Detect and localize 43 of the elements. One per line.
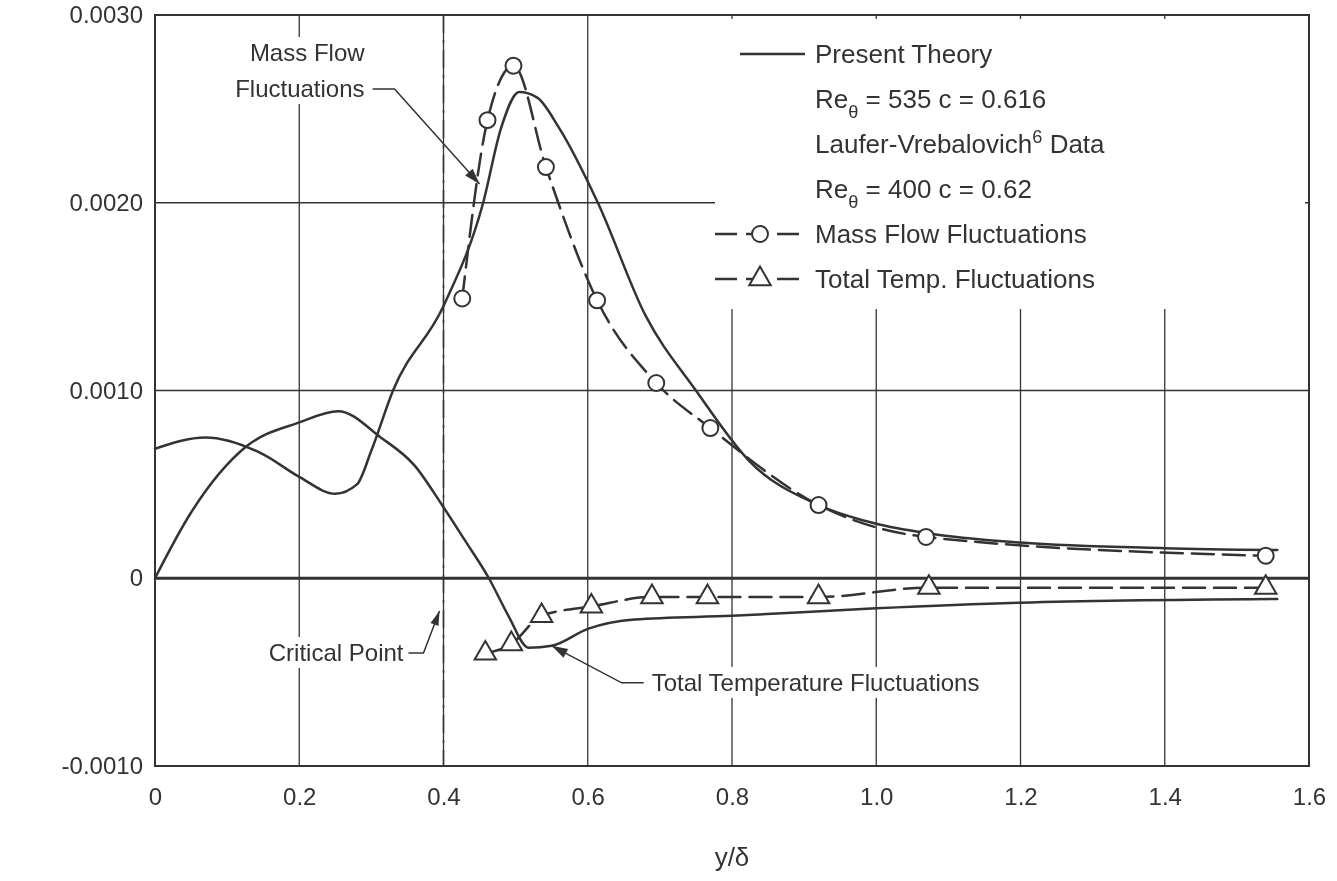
- x-tick-label: 0: [148, 783, 163, 811]
- legend-label: Mass Flow Fluctuations: [815, 219, 1087, 249]
- annotation: Total Temperature Fluctuations: [651, 668, 980, 696]
- point: [453, 289, 472, 308]
- point: [647, 374, 666, 392]
- x-tick-label: 1.2: [1004, 783, 1038, 811]
- x-tick-label: 1.4: [1148, 783, 1182, 811]
- ref-line-label: Critical Point: [268, 639, 404, 666]
- point: [917, 574, 941, 595]
- y-tick-label: 0.0010: [69, 376, 143, 404]
- y-tick-label: 0.0020: [69, 188, 143, 216]
- point: [701, 419, 720, 438]
- point: [478, 111, 497, 130]
- annotation: Mass Flow Fluctuations: [235, 38, 366, 102]
- x-tick-label: 0.4: [427, 783, 461, 811]
- y-tick-label: 0: [129, 564, 143, 592]
- point: [588, 291, 607, 310]
- x-tick-label: 1.0: [860, 783, 894, 811]
- point: [640, 583, 664, 605]
- annotation: Re$_{θ}$ = 400 c = 0.62: [815, 174, 1032, 212]
- point: [529, 602, 554, 623]
- point: [499, 630, 524, 652]
- x-tick-label: 0.2: [283, 783, 317, 811]
- legend-label: Total Temp. Fluctuations: [815, 264, 1095, 294]
- legend-label: Present Theory: [815, 39, 993, 69]
- point: [917, 527, 935, 546]
- point: [579, 593, 604, 614]
- point: [536, 158, 555, 177]
- y-tick-label: 0.0030: [69, 1, 143, 29]
- point: [809, 496, 828, 514]
- x-axis-title: y/δ: [714, 842, 750, 872]
- point: [504, 56, 523, 75]
- point: [1253, 574, 1278, 595]
- point: [473, 639, 498, 661]
- x-tick-label: 0.8: [715, 783, 750, 811]
- point: [695, 583, 720, 605]
- point: [1256, 546, 1275, 565]
- annotation: Laufer-Vrebalovich$^{6}$ Data: [815, 127, 1106, 159]
- x-tick-label: 0.6: [571, 783, 605, 811]
- x-tick-label: 1.6: [1292, 783, 1327, 811]
- y-tick-label: -0.0010: [61, 752, 143, 780]
- annotation: Re$_{θ}$ = 535 c = 0.616: [815, 84, 1047, 122]
- point: [806, 583, 831, 605]
